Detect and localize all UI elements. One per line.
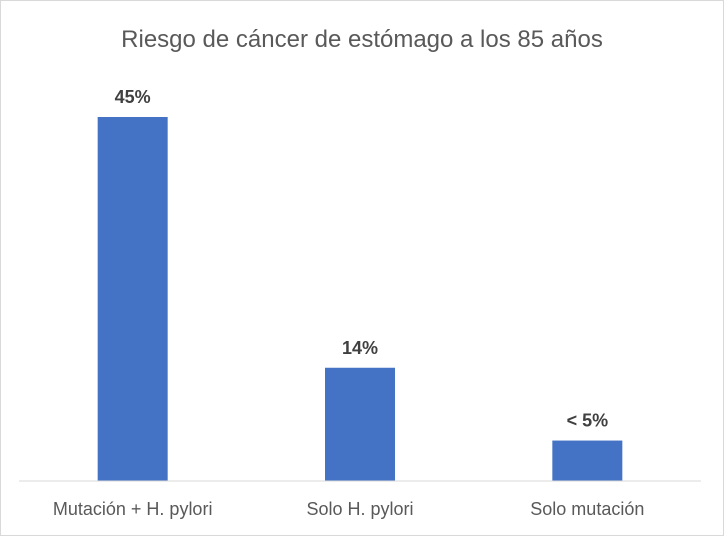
category-label-1: Solo H. pylori <box>306 499 413 519</box>
bar-0 <box>97 117 168 481</box>
labels-group: 45% Mutación + H. pylori 14% Solo H. pylori… <box>53 87 644 519</box>
bars-group <box>97 117 623 481</box>
data-label-1: 14% <box>342 338 378 358</box>
bar-2 <box>552 440 623 481</box>
data-label-2: < 5% <box>567 411 609 431</box>
data-label-0: 45% <box>115 87 151 107</box>
category-label-0: Mutación + H. pylori <box>53 499 213 519</box>
category-label-2: Solo mutación <box>530 499 644 519</box>
bar-1 <box>325 367 395 481</box>
chart-title: Riesgo de cáncer de estómago a los 85 añ… <box>121 26 603 53</box>
